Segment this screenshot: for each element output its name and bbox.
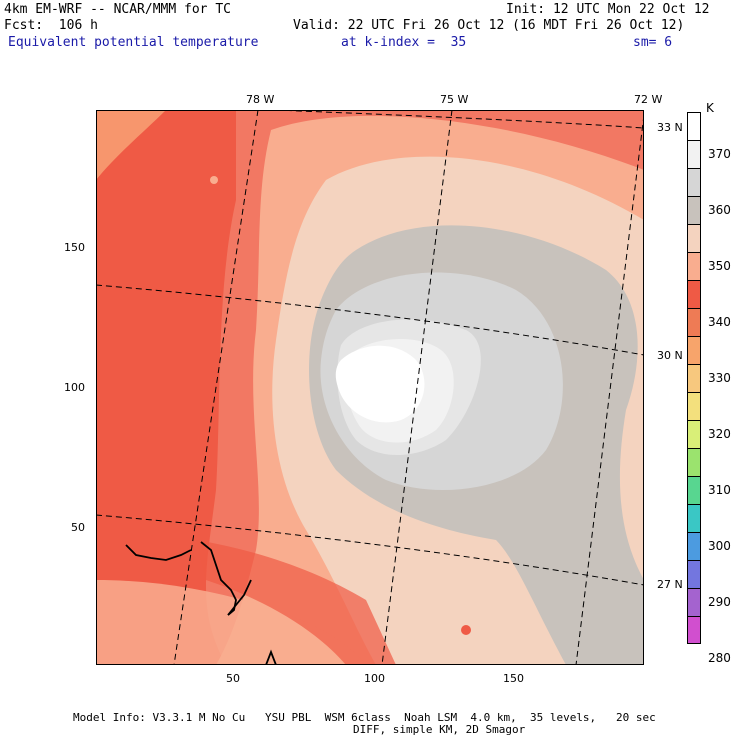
model-title: 4km EM-WRF -- NCAR/MMM for TC bbox=[4, 2, 231, 17]
colorbar-cell bbox=[687, 532, 701, 560]
map-frame bbox=[96, 110, 644, 665]
colorbar-cell bbox=[687, 196, 701, 224]
y-tick-label: 100 bbox=[64, 381, 85, 394]
field-south-streak bbox=[96, 580, 366, 665]
colorbar-cell bbox=[687, 560, 701, 588]
y-tick-label: 150 bbox=[64, 241, 85, 254]
x-tick-label: 100 bbox=[364, 672, 385, 685]
lon-label: 75 W bbox=[440, 93, 469, 106]
colorbar-cell bbox=[687, 224, 701, 252]
coastline bbox=[125, 541, 277, 665]
theta-e-map bbox=[96, 110, 644, 665]
colorbar-cell bbox=[687, 392, 701, 420]
colorbar-label: 370 bbox=[708, 147, 731, 161]
forecast-hour: Fcst: 106 h bbox=[4, 18, 98, 33]
x-tick-label: 50 bbox=[226, 672, 240, 685]
field-blob bbox=[461, 625, 471, 635]
colorbar-label: 350 bbox=[708, 259, 731, 273]
model-info: Model Info: V3.3.1 M No Cu YSU PBL WSM 6… bbox=[73, 711, 656, 724]
colorbar-cell bbox=[687, 336, 701, 364]
lon-label: 72 W bbox=[634, 93, 663, 106]
colorbar-label: 330 bbox=[708, 371, 731, 385]
colorbar-label: 320 bbox=[708, 427, 731, 441]
colorbar-cell bbox=[687, 112, 701, 140]
colorbar-label: 300 bbox=[708, 539, 731, 553]
colorbar-cell bbox=[687, 504, 701, 532]
colorbar-cell bbox=[687, 280, 701, 308]
level-info: at k-index = 35 bbox=[341, 35, 467, 50]
field-corner-orange bbox=[96, 110, 166, 180]
field-blob bbox=[210, 176, 218, 184]
field-name: Equivalent potential temperature bbox=[8, 35, 259, 50]
y-tick-label: 50 bbox=[71, 521, 85, 534]
field-south-red-band bbox=[196, 540, 396, 665]
colorbar-cell bbox=[687, 476, 701, 504]
model-info-line2: DIFF, simple KM, 2D Smagor bbox=[353, 723, 526, 736]
colorbar-cell bbox=[687, 364, 701, 392]
colorbar-cell bbox=[687, 140, 701, 168]
colorbar-cell bbox=[687, 616, 701, 644]
colorbar-unit: K bbox=[706, 101, 714, 115]
colorbar-cell bbox=[687, 308, 701, 336]
colorbar-label: 280 bbox=[708, 651, 731, 665]
field-eye-white bbox=[335, 345, 425, 423]
lat-label: 33 N bbox=[657, 121, 683, 134]
colorbar-label: 290 bbox=[708, 595, 731, 609]
colorbar-cell bbox=[687, 420, 701, 448]
colorbar-cell bbox=[687, 168, 701, 196]
colorbar-label: 360 bbox=[708, 203, 731, 217]
smoothing-info: sm= 6 bbox=[633, 35, 673, 50]
valid-time: Valid: 22 UTC Fri 26 Oct 12 (16 MDT Fri … bbox=[293, 18, 685, 33]
lon-label: 78 W bbox=[246, 93, 275, 106]
x-tick-label: 150 bbox=[503, 672, 524, 685]
graticule bbox=[96, 110, 644, 665]
lat-label: 27 N bbox=[657, 578, 683, 591]
colorbar-label: 310 bbox=[708, 483, 731, 497]
colorbar-cell bbox=[687, 252, 701, 280]
colorbar-cell bbox=[687, 588, 701, 616]
init-time: Init: 12 UTC Mon 22 Oct 12 bbox=[506, 2, 710, 17]
lat-label: 30 N bbox=[657, 349, 683, 362]
colorbar-label: 340 bbox=[708, 315, 731, 329]
colorbar-cell bbox=[687, 448, 701, 476]
